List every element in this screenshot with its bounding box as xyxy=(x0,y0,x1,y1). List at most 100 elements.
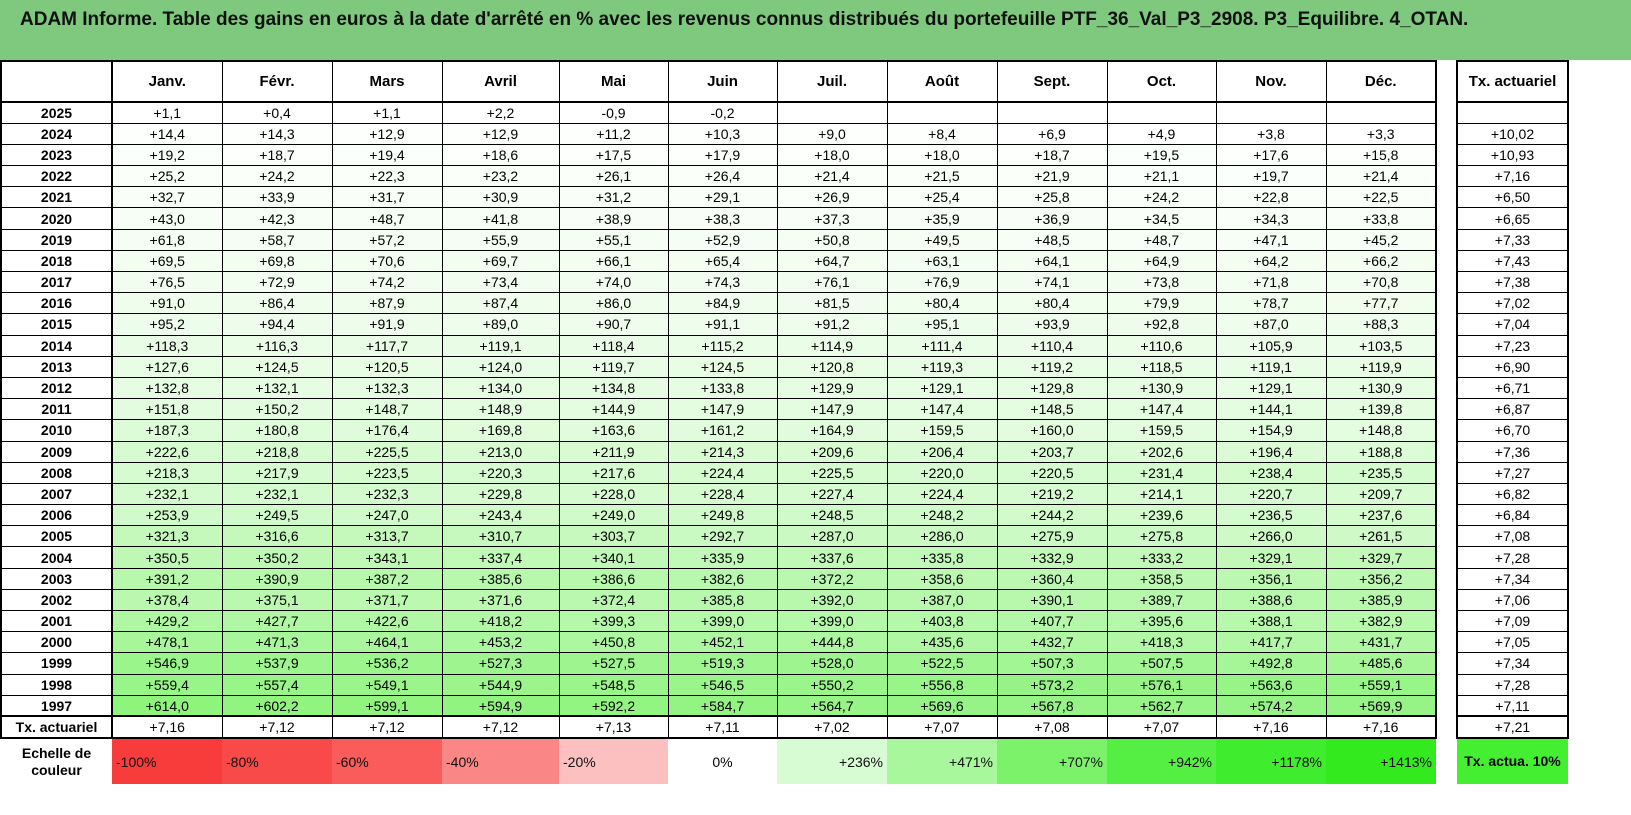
column-gap xyxy=(1435,652,1458,675)
value-cell: +337,4 xyxy=(441,546,560,569)
table-row: 2015 +95,2 +94,4 +91,9 +89,0 +90,7 +91,1 +91,2 +… xyxy=(0,313,1569,336)
value-cell: +382,9 xyxy=(1325,609,1437,633)
annual-rate-cell: +7,28 xyxy=(1456,546,1569,569)
value-cell: +94,4 xyxy=(221,313,333,336)
value-cell: +444,8 xyxy=(776,631,888,654)
value-cell: +103,5 xyxy=(1325,334,1437,357)
value-cell: +64,9 xyxy=(1106,249,1217,273)
year-label: 2024 xyxy=(0,122,113,145)
color-scale-swatch: -80% xyxy=(222,738,332,785)
value-cell: +147,9 xyxy=(667,398,778,421)
year-label: 2023 xyxy=(0,143,113,167)
value-cell: +71,8 xyxy=(1215,270,1327,294)
header-row: Janv. Févr. Mars Avril Mai Juin Juil. Août Sept.… xyxy=(0,60,1569,103)
value-cell: +9,0 xyxy=(776,122,888,145)
table-row: 2008 +218,3 +217,9 +223,5 +220,3 +217,6 +224,4… xyxy=(0,461,1569,484)
value-cell: +22,8 xyxy=(1215,186,1327,209)
table-row: 2017 +76,5 +72,9 +74,2 +73,4 +74,0 +74,3 +76,1 +… xyxy=(0,270,1569,294)
value-cell: +25,8 xyxy=(996,186,1108,209)
annual-rate-cell: +7,28 xyxy=(1456,673,1569,696)
table-row: 2006 +253,9 +249,5 +247,0 +243,4 +249,0 +249,8… xyxy=(0,504,1569,527)
table-row: 2023 +19,2 +18,7 +19,4 +18,6 +17,5 +17,9 +18,0 +… xyxy=(0,143,1569,167)
value-cell: +350,5 xyxy=(111,546,223,569)
value-cell: +24,2 xyxy=(1106,186,1217,209)
table-row: 2019 +61,8 +58,7 +57,2 +55,9 +55,1 +52,9 +50,8 +… xyxy=(0,228,1569,251)
value-cell: +6,9 xyxy=(996,122,1108,145)
value-cell: +372,4 xyxy=(558,588,669,612)
value-cell: +220,0 xyxy=(886,461,998,484)
table-row: 1999 +546,9 +537,9 +536,2 +527,3 +527,5 +519,3… xyxy=(0,652,1569,675)
value-cell: +66,2 xyxy=(1325,249,1437,273)
value-cell: +119,2 xyxy=(996,355,1108,378)
value-cell: +417,7 xyxy=(1215,631,1327,654)
value-cell: +356,1 xyxy=(1215,567,1327,590)
value-cell: +31,7 xyxy=(331,186,443,209)
value-cell: +64,7 xyxy=(776,249,888,273)
column-gap xyxy=(1435,695,1458,717)
gains-table: Janv. Févr. Mars Avril Mai Juin Juil. Août Sept.… xyxy=(0,60,1569,785)
month-header: Avril xyxy=(441,60,560,103)
table-row: 2007 +232,1 +232,1 +232,3 +229,8 +228,0 +228,4… xyxy=(0,482,1569,506)
table-row: 2021 +32,7 +33,9 +31,7 +30,9 +31,2 +29,1 +26,9 +… xyxy=(0,186,1569,209)
value-cell: +154,9 xyxy=(1215,419,1327,442)
value-cell: +105,9 xyxy=(1215,334,1327,357)
year-label: 2005 xyxy=(0,525,113,548)
value-cell: +91,9 xyxy=(331,313,443,336)
annual-scale-swatch: Tx. actua. 10% xyxy=(1457,738,1568,785)
color-scale-swatch: -100% xyxy=(112,738,222,785)
value-cell: +536,2 xyxy=(331,652,443,675)
table-row: 2000 +478,1 +471,3 +464,1 +453,2 +450,8 +452,1… xyxy=(0,631,1569,654)
value-cell: +217,6 xyxy=(558,461,669,484)
value-cell: +47,1 xyxy=(1215,228,1327,251)
value-cell: +55,1 xyxy=(558,228,669,251)
value-cell: +360,4 xyxy=(996,567,1108,590)
value-cell: +573,2 xyxy=(996,673,1108,696)
value-cell: +507,5 xyxy=(1106,652,1217,675)
value-cell: +74,3 xyxy=(667,270,778,294)
value-cell: +569,9 xyxy=(1325,694,1437,718)
column-gap xyxy=(1435,292,1458,314)
column-gap xyxy=(1436,738,1457,785)
value-cell: +93,9 xyxy=(996,313,1108,336)
value-cell: +356,2 xyxy=(1325,567,1437,590)
value-cell: +388,1 xyxy=(1215,609,1327,633)
value-cell: +464,1 xyxy=(331,631,443,654)
value-cell: +160,0 xyxy=(996,419,1108,442)
value-cell: +148,7 xyxy=(331,398,443,421)
value-cell: +432,7 xyxy=(996,631,1108,654)
color-scale-swatch: -20% xyxy=(559,738,668,785)
value-cell: +2,2 xyxy=(441,101,560,124)
value-cell: +403,8 xyxy=(886,609,998,633)
value-cell: +388,6 xyxy=(1215,588,1327,612)
month-header: Janv. xyxy=(111,60,223,103)
column-gap xyxy=(1435,568,1458,590)
table-row: 2020 +43,0 +42,3 +48,7 +41,8 +38,9 +38,3 +37,3 +… xyxy=(0,207,1569,230)
value-cell: +144,9 xyxy=(558,398,669,421)
value-cell: +151,8 xyxy=(111,398,223,421)
year-label: 2002 xyxy=(0,588,113,612)
value-cell: +599,1 xyxy=(331,694,443,718)
value-cell xyxy=(1215,101,1327,124)
table-row: 2018 +69,5 +69,8 +70,6 +69,7 +66,1 +65,4 +64,7 +… xyxy=(0,249,1569,273)
value-cell: +12,9 xyxy=(441,122,560,145)
year-label: 2021 xyxy=(0,186,113,209)
month-header: Juin xyxy=(667,60,778,103)
value-cell: +546,9 xyxy=(111,652,223,675)
value-cell: +478,1 xyxy=(111,631,223,654)
value-cell: +164,9 xyxy=(776,419,888,442)
value-cell: +266,0 xyxy=(1215,525,1327,548)
value-cell: +202,6 xyxy=(1106,440,1217,463)
value-cell: +537,9 xyxy=(221,652,333,675)
value-cell: +218,3 xyxy=(111,461,223,484)
color-scale-swatch: +1413% xyxy=(1326,738,1436,785)
value-cell: +69,8 xyxy=(221,249,333,273)
value-cell: +519,3 xyxy=(667,652,778,675)
column-gap xyxy=(1435,165,1458,187)
month-header: Mai xyxy=(558,60,669,103)
value-cell: +563,6 xyxy=(1215,673,1327,696)
value-cell: +119,7 xyxy=(558,355,669,378)
value-cell: +48,5 xyxy=(996,228,1108,251)
annual-rate-cell: +7,16 xyxy=(1456,165,1569,188)
value-cell: +244,2 xyxy=(996,504,1108,527)
value-cell: +73,4 xyxy=(441,270,560,294)
